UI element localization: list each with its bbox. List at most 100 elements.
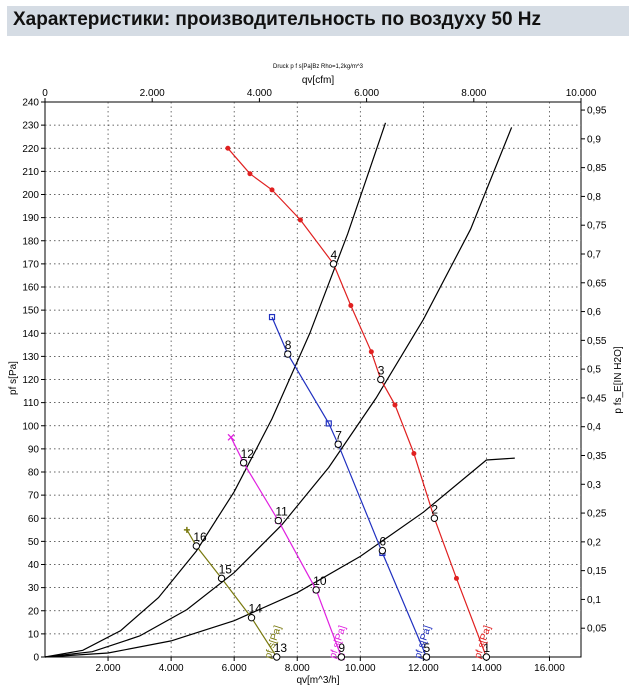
data-point: [392, 402, 398, 408]
y-tick-label: 230: [22, 121, 39, 132]
data-point: [348, 303, 354, 308]
right-axis-label: p fs_E[IN H2O]: [613, 346, 624, 413]
top-tick-label: 8.000: [461, 88, 486, 99]
operating-point-label: 8: [285, 338, 292, 352]
right-tick-label: 0,6: [587, 307, 601, 318]
operating-point: [422, 653, 431, 661]
operating-point: [430, 514, 439, 522]
data-point: [453, 575, 459, 581]
right-tick-label: 0,35: [587, 451, 607, 462]
right-tick-label: 0,65: [587, 278, 607, 289]
operating-point-label: 4: [330, 248, 337, 262]
y-tick-label: 150: [22, 306, 39, 317]
y-tick-label: 190: [22, 213, 39, 224]
operating-point-label: 3: [378, 364, 385, 378]
operating-point-label: 16: [193, 530, 207, 544]
data-point: [247, 171, 253, 177]
operating-point: [239, 459, 248, 467]
chart-note: Druck p f s[Pa]Bz Rho=1,2kg/m^3: [273, 64, 364, 70]
y-tick-label: 240: [22, 98, 39, 109]
right-tick-label: 0,7: [587, 249, 601, 260]
operating-point: [192, 542, 201, 550]
y-tick-label: 200: [22, 190, 39, 201]
y-tick-label: 100: [22, 421, 39, 432]
operating-point-label: 5: [424, 641, 431, 655]
operating-point-label: 9: [338, 641, 345, 655]
operating-point-label: 15: [219, 562, 233, 576]
top-tick-label: 0: [42, 88, 48, 99]
operating-point: [273, 653, 281, 661]
system-curve: [44, 457, 515, 658]
right-tick-label: 0,45: [587, 393, 607, 404]
data-point: [227, 433, 235, 441]
right-tick-label: 0,2: [587, 537, 601, 548]
right-tick-label: 0,85: [587, 163, 607, 174]
chart-header: Характеристики: производительность по во…: [7, 6, 629, 36]
operating-point-label: 11: [275, 505, 288, 519]
right-tick-label: 0,75: [587, 221, 607, 232]
right-tick-label: 0,95: [587, 106, 607, 117]
x-tick-label: 14.000: [471, 663, 502, 674]
operating-point-label: 12: [241, 447, 255, 461]
operating-point: [329, 260, 338, 268]
top-tick-label: 4.000: [247, 88, 272, 99]
series-line: [271, 316, 428, 658]
y-tick-label: 210: [22, 167, 39, 178]
data-point: [268, 313, 276, 321]
y-tick-label: 50: [28, 537, 40, 548]
x-tick-label: 4.000: [159, 663, 184, 674]
right-tick-label: 0,5: [587, 365, 601, 376]
x-tick-label: 10.000: [345, 663, 376, 674]
operating-point: [334, 440, 342, 448]
x-tick-label: 12.000: [408, 663, 439, 674]
operating-point-label: 13: [274, 641, 288, 655]
y-tick-label: 40: [28, 560, 40, 571]
y-tick-label: 80: [28, 468, 40, 479]
right-tick-label: 0,25: [587, 509, 607, 520]
right-tick-label: 0,1: [587, 595, 601, 606]
y-tick-label: 60: [28, 514, 40, 525]
operating-point-label: 10: [313, 574, 327, 588]
system-curve: [44, 127, 513, 658]
operating-point: [274, 516, 283, 525]
top-tick-label: 10.000: [566, 88, 597, 99]
right-tick-label: 0,9: [587, 134, 601, 145]
operating-point: [337, 653, 346, 661]
y-tick-label: 20: [28, 606, 40, 617]
system-curve: [44, 122, 387, 658]
x-tick-label: 8.000: [285, 663, 310, 674]
data-point: [269, 187, 275, 193]
operating-point-label: 2: [431, 502, 438, 516]
operating-point-label: 6: [379, 535, 386, 549]
operating-point: [284, 350, 292, 358]
chart-title: Характеристики: производительность по во…: [13, 9, 542, 30]
data-point: [368, 349, 374, 355]
x-tick-label: 2.000: [96, 663, 121, 674]
top-tick-label: 2.000: [140, 88, 165, 99]
right-tick-label: 0,15: [587, 566, 607, 577]
y-tick-label: 170: [22, 259, 39, 270]
top-tick-label: 6.000: [354, 88, 379, 99]
y-tick-label: 30: [28, 583, 40, 594]
operating-point: [217, 574, 226, 583]
data-point: [411, 451, 417, 456]
operating-point-label: 1: [483, 641, 490, 655]
data-point: [297, 217, 303, 223]
right-tick-label: 0,4: [587, 422, 601, 433]
y-tick-label: 130: [22, 352, 39, 363]
data-point: [183, 526, 190, 533]
data-point: [325, 420, 332, 427]
y-axis-label: pf s[Pa]: [8, 361, 19, 395]
y-tick-label: 120: [22, 375, 39, 386]
data-point: [225, 145, 231, 151]
top-axis-label: qv[cfm]: [302, 75, 334, 86]
operating-point: [247, 613, 256, 622]
operating-point: [378, 546, 387, 555]
right-tick-label: 0,3: [587, 480, 601, 491]
x-axis-label: qv[m^3/h]: [296, 675, 339, 686]
y-tick-label: 180: [22, 236, 39, 247]
right-tick-label: 0,55: [587, 336, 607, 347]
right-tick-label: 0,8: [587, 192, 601, 203]
right-tick-label: 0,05: [587, 624, 607, 635]
operating-point: [377, 375, 385, 384]
